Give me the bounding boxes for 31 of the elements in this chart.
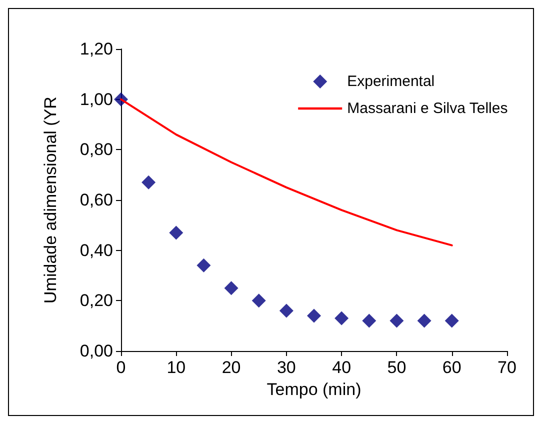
point <box>390 314 404 328</box>
y-tick-label: 1,20 <box>80 40 113 58</box>
x-tick-label: 30 <box>276 358 296 377</box>
x-axis-title: Tempo (min) <box>266 380 362 399</box>
point <box>362 314 376 328</box>
x-tick-label: 20 <box>222 358 241 377</box>
point <box>307 308 321 323</box>
legend-label: Experimental <box>347 73 435 90</box>
point <box>169 226 184 240</box>
point <box>417 314 432 328</box>
point <box>334 311 349 326</box>
x-tick-label: 50 <box>387 358 406 377</box>
point <box>252 294 266 308</box>
point <box>279 304 294 318</box>
x-tick-label: 60 <box>442 358 462 377</box>
x-tick-label: 70 <box>498 358 516 377</box>
y-tick-label: 0,60 <box>80 190 113 210</box>
y-axis-title: Umidade adimensional (YR <box>41 96 60 304</box>
y-tick-label: 1,00 <box>80 90 113 109</box>
point <box>444 314 459 328</box>
point <box>224 281 238 296</box>
point <box>142 175 156 190</box>
legend-label: Massarani e Silva Telles <box>347 100 508 117</box>
y-tick-label: 0,20 <box>80 291 113 310</box>
y-tick-label: 0,00 <box>80 342 113 360</box>
x-tick-label: 0 <box>116 358 126 377</box>
x-tick-label: 10 <box>166 358 186 377</box>
y-tick-label: 0,40 <box>80 240 113 260</box>
x-tick-label: 40 <box>332 358 352 377</box>
point <box>196 258 211 272</box>
y-tick-label: 0,80 <box>80 140 113 160</box>
